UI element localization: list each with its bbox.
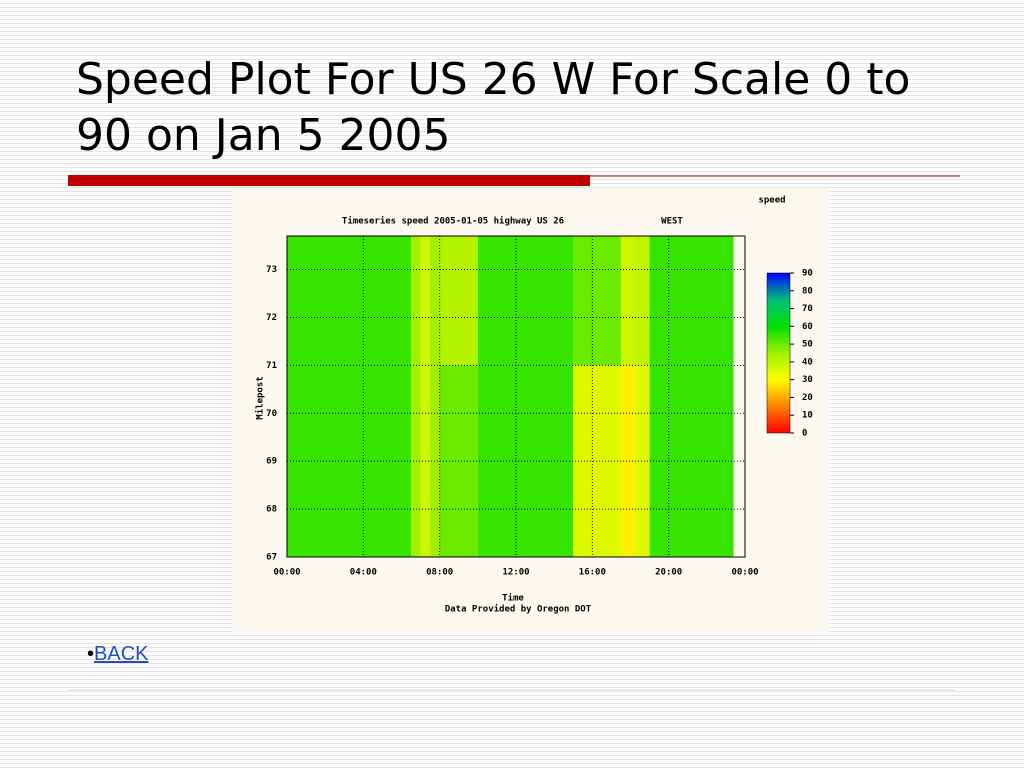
red-bar bbox=[68, 175, 590, 186]
colorbar-tick-label: 20 bbox=[802, 393, 813, 403]
heat-cell bbox=[439, 236, 478, 366]
heat-cell bbox=[430, 236, 440, 366]
x-tick-label: 20:00 bbox=[655, 568, 682, 578]
colorbar-tick-label: 10 bbox=[802, 411, 813, 421]
x-tick-label: 12:00 bbox=[502, 568, 529, 578]
note: Data Provided by Oregon DOT bbox=[445, 604, 592, 615]
x-tick-label: 00:00 bbox=[273, 568, 300, 578]
y-tick-label: 71 bbox=[266, 361, 277, 371]
y-tick-label: 67 bbox=[266, 553, 277, 563]
y-tick-label: 69 bbox=[266, 457, 277, 467]
heat-cell bbox=[287, 236, 412, 366]
colorbar-tick-label: 90 bbox=[802, 269, 813, 279]
heat-cell bbox=[420, 236, 431, 366]
x-tick-label: 04:00 bbox=[350, 568, 377, 578]
colorbar-label: speed bbox=[758, 196, 785, 206]
y-tick-label: 73 bbox=[266, 265, 277, 275]
back-link[interactable]: BACK bbox=[94, 643, 149, 665]
y-tick-label: 70 bbox=[266, 409, 277, 419]
chart-title: Timeseries speed 2005-01-05 highway US 2… bbox=[342, 216, 564, 227]
colorbar-tick-label: 50 bbox=[802, 340, 813, 350]
colorbar-tick-label: 30 bbox=[802, 375, 813, 385]
heat-cell bbox=[573, 365, 593, 557]
bullet: •BACK bbox=[87, 643, 149, 665]
y-axis-label: Milepost bbox=[255, 376, 266, 419]
heat-cell bbox=[592, 365, 621, 557]
colorbar-tick-label: 60 bbox=[802, 322, 813, 332]
heat-cell bbox=[649, 236, 734, 366]
heat-cell bbox=[411, 365, 421, 557]
x-tick-label: 00:00 bbox=[731, 568, 758, 578]
heat-cell bbox=[411, 236, 421, 366]
heat-cell bbox=[592, 236, 621, 366]
x-tick-label: 08:00 bbox=[426, 568, 453, 578]
direction: WEST bbox=[661, 217, 683, 227]
colorbar-tick-label: 0 bbox=[802, 429, 807, 439]
x-axis-label: Time bbox=[502, 593, 524, 604]
x-tick-label: 16:00 bbox=[579, 568, 606, 578]
heat-cell bbox=[620, 236, 635, 366]
colorbar bbox=[766, 272, 791, 434]
y-tick-label: 68 bbox=[266, 505, 277, 515]
slide-title: Speed Plot For US 26 W For Scale 0 to 90… bbox=[76, 54, 911, 161]
colorbar-tick-label: 70 bbox=[802, 304, 813, 314]
heat-cell bbox=[620, 365, 635, 557]
colorbar-tick-label: 80 bbox=[802, 286, 813, 296]
heat-cell bbox=[573, 236, 593, 366]
heat-cell bbox=[634, 236, 650, 366]
y-tick-label: 72 bbox=[266, 313, 277, 323]
heat-cell bbox=[477, 365, 574, 557]
colorbar-tick-label: 40 bbox=[802, 357, 813, 367]
heat-cell bbox=[477, 236, 574, 366]
heat-cell bbox=[287, 365, 412, 557]
